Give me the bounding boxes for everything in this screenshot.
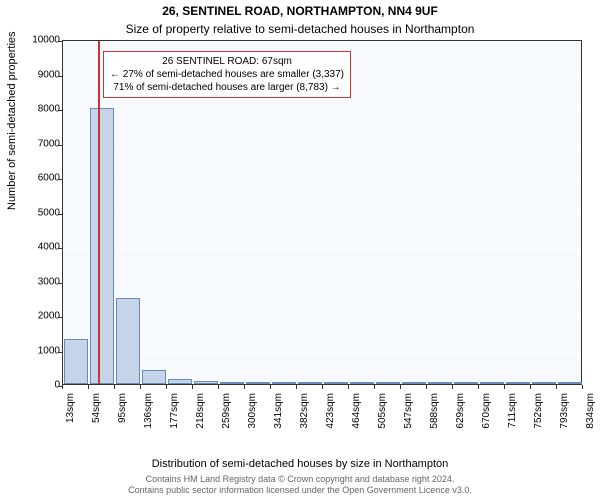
histogram-bar	[168, 379, 193, 384]
histogram-bar	[480, 382, 505, 384]
histogram-bar	[428, 382, 453, 384]
annotation-line1: 26 SENTINEL ROAD: 67sqm	[110, 55, 344, 68]
xtick-label: 711sqm	[507, 393, 518, 443]
xtick-label: 177sqm	[169, 393, 180, 443]
histogram-bar	[558, 382, 583, 384]
histogram-bar	[246, 382, 271, 384]
ytick-label: 0	[24, 380, 60, 391]
xtick-label: 136sqm	[143, 393, 154, 443]
footer-line1: Contains HM Land Registry data © Crown c…	[0, 474, 600, 485]
histogram-bar	[350, 382, 375, 384]
gridline	[63, 110, 581, 111]
xtick-label: 547sqm	[403, 393, 414, 443]
xtick-label: 670sqm	[481, 393, 492, 443]
xtick-label: 54sqm	[91, 393, 102, 443]
ytick-label: 9000	[24, 69, 60, 80]
xtick-mark	[62, 385, 63, 389]
plot-area: 26 SENTINEL ROAD: 67sqm ← 27% of semi-de…	[62, 40, 582, 385]
xtick-mark	[270, 385, 271, 389]
ytick-label: 4000	[24, 242, 60, 253]
annotation-box: 26 SENTINEL ROAD: 67sqm ← 27% of semi-de…	[103, 51, 351, 98]
ytick-label: 7000	[24, 138, 60, 149]
ytick-label: 8000	[24, 104, 60, 115]
histogram-bar	[506, 382, 531, 384]
xtick-label: 382sqm	[299, 393, 310, 443]
gridline	[63, 145, 581, 146]
xtick-label: 629sqm	[455, 393, 466, 443]
footer-attribution: Contains HM Land Registry data © Crown c…	[0, 474, 600, 496]
histogram-bar	[272, 382, 297, 384]
xtick-label: 259sqm	[221, 393, 232, 443]
histogram-bar	[142, 370, 167, 384]
gridline	[63, 317, 581, 318]
xtick-mark	[166, 385, 167, 389]
y-axis-label: Number of semi-detached properties	[6, 31, 18, 210]
footer-line2: Contains public sector information licen…	[0, 485, 600, 496]
histogram-bar	[64, 339, 89, 384]
gridline	[63, 283, 581, 284]
x-axis-label: Distribution of semi-detached houses by …	[0, 458, 600, 470]
xtick-mark	[322, 385, 323, 389]
ytick-label: 2000	[24, 311, 60, 322]
xtick-mark	[88, 385, 89, 389]
xtick-mark	[140, 385, 141, 389]
xtick-mark	[296, 385, 297, 389]
xtick-mark	[374, 385, 375, 389]
histogram-bar	[194, 381, 219, 384]
xtick-label: 505sqm	[377, 393, 388, 443]
xtick-mark	[582, 385, 583, 389]
xtick-mark	[244, 385, 245, 389]
xtick-mark	[348, 385, 349, 389]
xtick-mark	[478, 385, 479, 389]
histogram-bar	[324, 382, 349, 384]
histogram-bar	[376, 382, 401, 384]
property-marker-line	[98, 41, 100, 384]
chart-container: 26, SENTINEL ROAD, NORTHAMPTON, NN4 9UF …	[0, 0, 600, 500]
histogram-bar	[116, 298, 141, 384]
xtick-label: 300sqm	[247, 393, 258, 443]
histogram-bar	[90, 108, 115, 384]
histogram-bar	[402, 382, 427, 384]
gridline	[63, 248, 581, 249]
annotation-line3: 71% of semi-detached houses are larger (…	[110, 81, 344, 94]
xtick-mark	[192, 385, 193, 389]
chart-title-subtitle: Size of property relative to semi-detach…	[0, 22, 600, 36]
xtick-label: 793sqm	[559, 393, 570, 443]
gridline	[63, 179, 581, 180]
histogram-bar	[454, 382, 479, 384]
xtick-label: 752sqm	[533, 393, 544, 443]
xtick-label: 834sqm	[585, 393, 596, 443]
histogram-bar	[532, 382, 557, 384]
xtick-mark	[556, 385, 557, 389]
xtick-mark	[530, 385, 531, 389]
xtick-label: 13sqm	[65, 393, 76, 443]
xtick-label: 588sqm	[429, 393, 440, 443]
gridline	[63, 352, 581, 353]
gridline	[63, 214, 581, 215]
xtick-mark	[452, 385, 453, 389]
xtick-label: 464sqm	[351, 393, 362, 443]
xtick-mark	[114, 385, 115, 389]
xtick-mark	[218, 385, 219, 389]
xtick-mark	[426, 385, 427, 389]
xtick-label: 95sqm	[117, 393, 128, 443]
xtick-label: 423sqm	[325, 393, 336, 443]
xtick-mark	[400, 385, 401, 389]
histogram-bar	[298, 382, 323, 384]
histogram-bar	[220, 382, 245, 384]
annotation-line2: ← 27% of semi-detached houses are smalle…	[110, 68, 344, 81]
ytick-label: 10000	[24, 35, 60, 46]
ytick-label: 1000	[24, 345, 60, 356]
ytick-label: 6000	[24, 173, 60, 184]
chart-title-address: 26, SENTINEL ROAD, NORTHAMPTON, NN4 9UF	[0, 4, 600, 18]
xtick-label: 341sqm	[273, 393, 284, 443]
xtick-mark	[504, 385, 505, 389]
ytick-label: 3000	[24, 276, 60, 287]
xtick-label: 218sqm	[195, 393, 206, 443]
ytick-label: 5000	[24, 207, 60, 218]
